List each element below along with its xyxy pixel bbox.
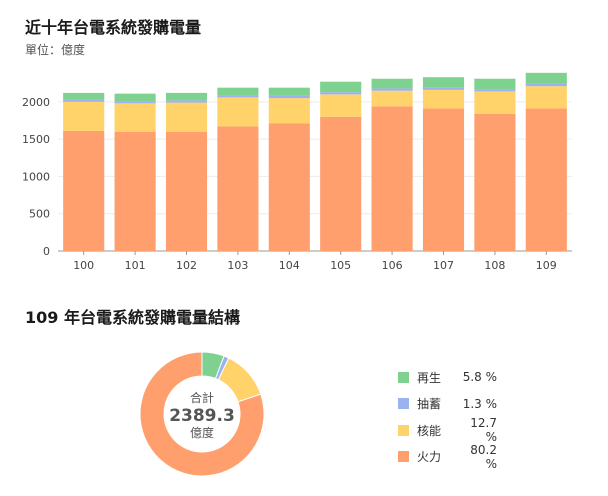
bar-segment xyxy=(525,86,567,109)
bar-segment xyxy=(422,89,465,109)
bar-segment xyxy=(474,89,516,92)
donut-legend: 再生 5.8 % 抽蓄 1.3 % 核能 12.7 % 火力 80.2 % xyxy=(398,364,497,471)
bar-segment xyxy=(217,87,259,96)
y-tick-label: 2000 xyxy=(22,96,50,109)
bar-segment xyxy=(268,123,310,251)
x-tick-label: 106 xyxy=(382,259,403,272)
donut-center-value: 2389.3 xyxy=(169,406,235,426)
bar-segment xyxy=(63,130,105,251)
bar-segment xyxy=(371,90,413,107)
bar-segment xyxy=(320,81,362,93)
x-tick-label: 105 xyxy=(330,259,351,272)
bar-segment xyxy=(114,131,156,251)
legend-swatch-renewable xyxy=(398,371,409,383)
bar-segment xyxy=(63,99,105,102)
legend-swatch-thermal xyxy=(398,451,409,463)
bar-segment xyxy=(268,95,310,99)
legend-value: 80.2 % xyxy=(470,442,497,471)
bar-segment xyxy=(474,91,516,114)
bar-segment xyxy=(371,78,413,89)
donut-center-unit: 億度 xyxy=(190,425,214,440)
bar-segment xyxy=(422,77,465,88)
legend-label: 再生 xyxy=(417,370,442,385)
bar-segment xyxy=(525,108,567,251)
legend-label: 核能 xyxy=(417,423,442,438)
x-tick-label: 101 xyxy=(125,259,146,272)
bar-segment xyxy=(63,101,105,131)
y-tick-label: 0 xyxy=(43,245,50,258)
bar-segment xyxy=(217,97,259,127)
legend-value: 12.7 % xyxy=(470,416,497,445)
legend-value: 5.8 % xyxy=(462,370,497,385)
bar-segment xyxy=(165,131,208,251)
donut-chart-title: 109 年台電系統發購電量結構 xyxy=(25,308,240,327)
legend-label: 抽蓄 xyxy=(417,397,442,412)
legend-item-pumped-storage[interactable]: 抽蓄 1.3 % xyxy=(398,391,497,418)
y-tick-label: 1000 xyxy=(22,170,50,183)
bar-segment xyxy=(474,78,516,90)
legend-item-renewable[interactable]: 再生 5.8 % xyxy=(398,364,497,391)
bar-chart-unit: 單位：億度 xyxy=(25,43,86,57)
bar-segment xyxy=(422,108,465,251)
bar-segment xyxy=(217,95,259,98)
x-tick-label: 100 xyxy=(73,259,94,272)
y-tick-label: 1500 xyxy=(22,133,50,146)
x-tick-label: 103 xyxy=(227,259,248,272)
bar-segment xyxy=(165,100,208,103)
bar-segment xyxy=(320,92,362,95)
x-tick-label: 108 xyxy=(484,259,505,272)
x-tick-label: 107 xyxy=(433,259,454,272)
bar-segment xyxy=(422,87,465,90)
bar-segment xyxy=(320,94,362,117)
x-tick-label: 102 xyxy=(176,259,197,272)
bar-segment xyxy=(165,102,208,132)
bar-segment xyxy=(320,116,362,251)
legend-swatch-nuclear xyxy=(398,424,409,436)
legend-label: 火力 xyxy=(417,450,442,465)
bar-segment xyxy=(525,83,567,87)
bar-segment xyxy=(525,72,567,84)
bar-segment xyxy=(474,113,516,252)
bar-segment xyxy=(371,106,413,251)
donut-slice xyxy=(139,351,265,477)
legend-item-thermal[interactable]: 火力 80.2 % xyxy=(398,442,497,471)
bar-chart-title: 近十年台電系統發購電量 xyxy=(25,18,202,37)
x-tick-label: 109 xyxy=(536,259,557,272)
bar-segment xyxy=(114,93,156,102)
bar-segment xyxy=(165,92,208,101)
legend-item-nuclear[interactable]: 核能 12.7 % xyxy=(398,416,497,445)
bar-segment xyxy=(63,92,105,100)
bar-segment xyxy=(217,126,259,251)
y-tick-label: 500 xyxy=(29,208,50,221)
legend-swatch-pumped-storage xyxy=(398,398,409,410)
bar-segment xyxy=(268,98,310,124)
donut-slices xyxy=(139,351,265,477)
donut-center-label: 合計 xyxy=(190,390,214,405)
bar-segment xyxy=(371,88,413,91)
bar-segment xyxy=(268,87,310,96)
x-tick-label: 104 xyxy=(279,259,300,272)
bar-segment xyxy=(114,101,156,104)
legend-value: 1.3 % xyxy=(462,396,497,411)
stacked-bar-chart: 0 500 1000 1500 2000 100 101 102 103 104 105 106 107… xyxy=(22,72,572,272)
bar-segment xyxy=(114,103,156,132)
